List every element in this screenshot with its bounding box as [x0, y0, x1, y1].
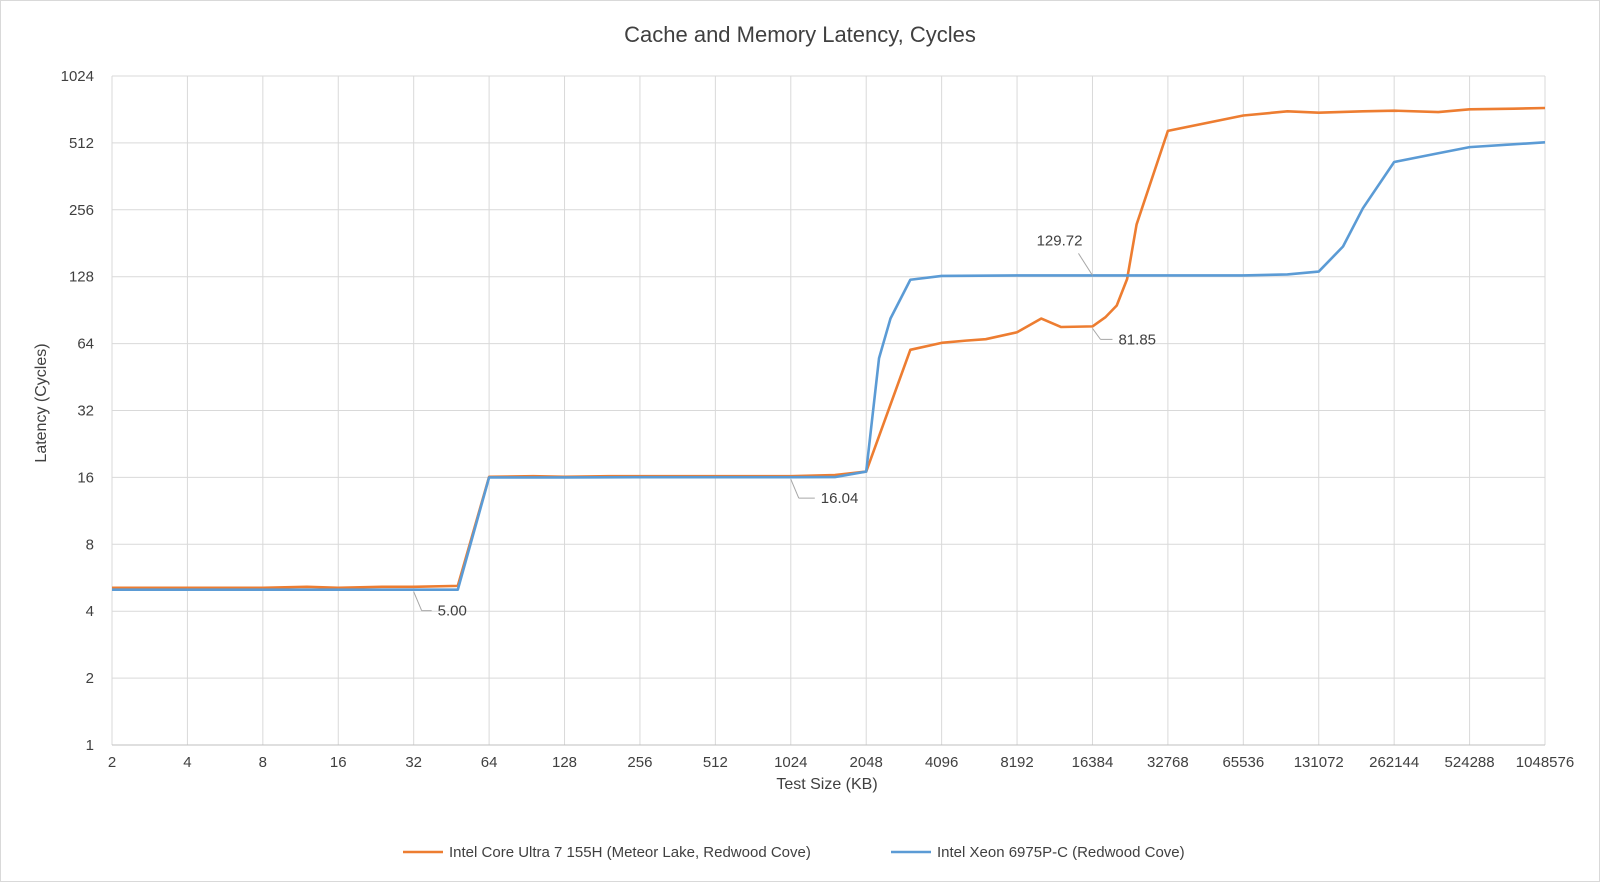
x-tick-label: 1048576: [1516, 754, 1574, 771]
y-tick-label: 8: [86, 536, 94, 553]
y-tick-label: 1024: [61, 68, 94, 85]
data-label: 5.00: [438, 603, 467, 620]
y-axis-title: Latency (Cycles): [33, 343, 50, 462]
x-tick-label: 1024: [774, 754, 807, 771]
legend: Intel Core Ultra 7 155H (Meteor Lake, Re…: [403, 844, 1185, 861]
x-tick-label: 2048: [850, 754, 883, 771]
y-tick-label: 2: [86, 670, 94, 687]
series-line-2: [112, 141, 1546, 591]
y-tick-label: 128: [69, 269, 94, 286]
x-tick-label: 64: [481, 754, 498, 771]
legend-label-1: Intel Core Ultra 7 155H (Meteor Lake, Re…: [449, 844, 811, 861]
x-tick-label: 32768: [1147, 754, 1189, 771]
y-tick-label: 16: [77, 469, 94, 486]
legend-label-2: Intel Xeon 6975P-C (Redwood Cove): [937, 844, 1185, 861]
x-tick-label: 2: [108, 754, 116, 771]
data-label: 16.04: [821, 490, 859, 507]
y-tick-label: 4: [86, 603, 94, 620]
x-tick-label: 256: [627, 754, 652, 771]
x-tick-label: 65536: [1222, 754, 1264, 771]
x-tick-label: 512: [703, 754, 728, 771]
x-tick-label: 4096: [925, 754, 958, 771]
y-tick-label: 1: [86, 737, 94, 754]
x-tick-label: 32: [405, 754, 422, 771]
annotation-leader: [413, 591, 423, 611]
y-tick-label: 32: [77, 403, 94, 420]
y-tick-label: 256: [69, 202, 94, 219]
x-tick-label: 524288: [1445, 754, 1495, 771]
y-tick-label: 64: [77, 336, 94, 353]
data-label: 129.72: [1037, 232, 1083, 249]
y-tick-label: 512: [69, 135, 94, 152]
data-annotations: 5.00 16.04 81.85 129.72: [413, 232, 1156, 620]
x-tick-label: 128: [552, 754, 577, 771]
series-lines: [112, 106, 1546, 591]
x-axis-title: Test Size (KB): [776, 776, 877, 793]
x-tick-label: 4: [183, 754, 191, 771]
annotation-leader: [1092, 328, 1101, 340]
annotation-leader: [1078, 253, 1093, 276]
x-tick-label: 16: [330, 754, 347, 771]
x-tick-label: 8: [259, 754, 267, 771]
chart-title: Cache and Memory Latency, Cycles: [624, 22, 976, 47]
x-tick-label: 262144: [1369, 754, 1419, 771]
x-tick-label: 8192: [1000, 754, 1033, 771]
x-tick-label: 131072: [1294, 754, 1344, 771]
data-label: 81.85: [1118, 331, 1156, 348]
x-tick-label: 16384: [1072, 754, 1114, 771]
series-line-1: [112, 106, 1546, 590]
annotation-leader: [790, 478, 800, 499]
grid: [111, 75, 1546, 746]
